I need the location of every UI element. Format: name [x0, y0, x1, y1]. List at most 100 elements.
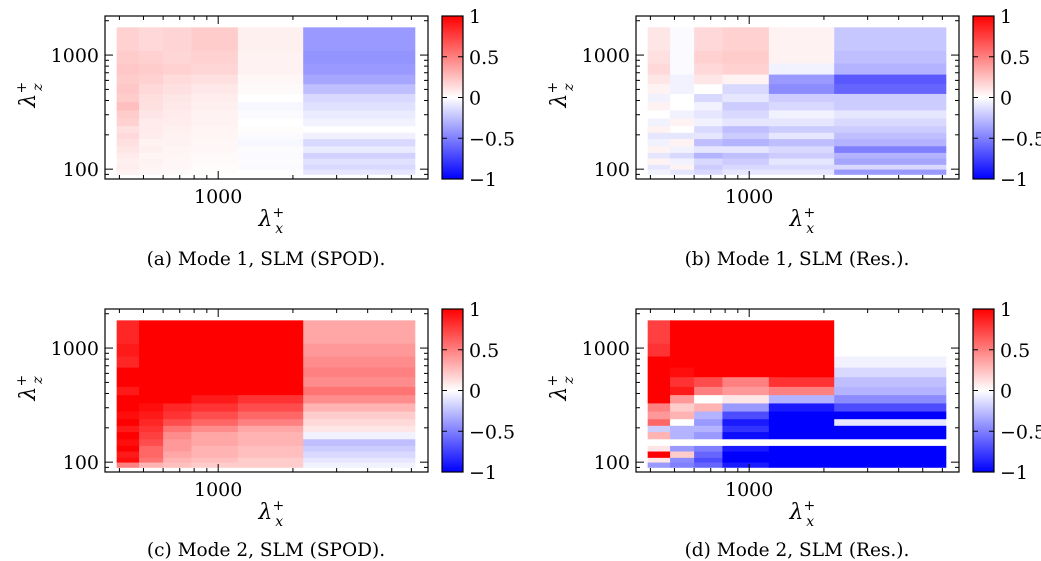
x-axis-label-sub: x	[275, 514, 283, 530]
x-axis-label-sup: +	[803, 205, 815, 221]
heatmap-cell	[722, 431, 770, 440]
heatmap-cell	[303, 376, 416, 387]
heatmap-cell	[647, 93, 671, 103]
heatmap-cell	[139, 158, 164, 165]
heatmap-cell	[303, 431, 416, 440]
heatmap-cell	[191, 118, 239, 127]
heatmap-cell	[694, 418, 723, 426]
heatmap-cell	[191, 418, 239, 426]
x-axis-label-sub: x	[806, 221, 814, 237]
heatmap-cell	[139, 138, 164, 147]
heatmap-cell	[834, 343, 947, 357]
colorbar-tick-label: −0.5	[1000, 421, 1041, 443]
heatmap-cell	[237, 27, 304, 51]
heatmap-cell	[768, 462, 835, 468]
heatmap-cell	[722, 367, 770, 378]
heatmap-cell	[768, 425, 835, 433]
heatmap-cell	[647, 356, 671, 368]
heatmap-cell	[768, 152, 835, 159]
heatmap-cell	[237, 403, 304, 412]
heatmap-cell	[116, 320, 140, 344]
heatmap-cell	[139, 101, 164, 111]
heatmap-cell	[303, 418, 416, 426]
heatmap-cell	[670, 118, 695, 127]
colorbar-tick-label: 0	[1000, 88, 1012, 110]
heatmap-cell	[768, 418, 835, 426]
heatmap-cell	[237, 93, 304, 103]
heatmap-cell	[116, 451, 140, 458]
heatmap-cell	[191, 394, 239, 404]
y-axis-label: λ+z	[545, 375, 577, 402]
heatmap-cell	[670, 411, 695, 420]
heatmap-cell	[116, 158, 140, 165]
heatmap-cell	[768, 394, 835, 404]
heatmap-cell	[116, 403, 140, 412]
heatmap-cell	[722, 343, 770, 357]
heatmap-cell	[694, 27, 723, 51]
heatmap-cell	[303, 145, 416, 153]
heatmap-cell	[237, 138, 304, 147]
heatmap-cell	[139, 110, 164, 119]
heatmap-cell	[670, 376, 695, 387]
colorbar-tick-label: −0.5	[469, 128, 515, 150]
heatmap-cell	[116, 152, 140, 159]
heatmap-cell	[237, 50, 304, 64]
colorbar-tick-label: 1	[469, 299, 481, 321]
heatmap-cell	[647, 451, 671, 458]
heatmap-cell	[191, 367, 239, 378]
heatmap-cell	[670, 138, 695, 147]
heatmap-cell	[834, 356, 947, 368]
heatmap-cell	[768, 27, 835, 51]
x-tick-label: 1000	[725, 186, 773, 208]
heatmap-cell	[670, 169, 695, 175]
plot-frame	[104, 308, 429, 473]
y-axis-label-base: λ	[16, 94, 41, 109]
plot-frame	[635, 308, 960, 473]
plot-frame	[104, 15, 429, 180]
heatmap-cell	[303, 169, 416, 175]
panel-caption: (c) Mode 2, SLM (SPOD).	[147, 540, 385, 561]
heatmap-cell	[303, 451, 416, 458]
heatmap-cell	[722, 445, 770, 452]
heatmap-cell	[647, 394, 671, 404]
heatmap-cell	[722, 169, 770, 175]
colorbar-tick-label: −1	[469, 169, 497, 191]
heatmap-cell	[647, 445, 671, 452]
heatmap-cell	[834, 152, 947, 159]
heatmap-cell	[722, 451, 770, 458]
y-tick-label: 100	[63, 159, 99, 181]
heatmap-cell	[139, 125, 164, 133]
heatmap-cell	[834, 418, 947, 426]
heatmap-cell	[139, 164, 164, 170]
heatmap-cell	[191, 438, 239, 446]
heatmap-cell	[116, 367, 140, 378]
heatmap-cell	[647, 27, 671, 51]
heatmap-cell	[670, 462, 695, 468]
y-axis-label-sub: z	[561, 376, 577, 385]
heatmap-cell	[670, 451, 695, 458]
heatmap-cell	[670, 320, 695, 344]
heatmap-cell	[670, 101, 695, 111]
y-axis-label: λ+z	[14, 375, 46, 402]
heatmap-cell	[237, 118, 304, 127]
heatmap-cell	[834, 158, 947, 165]
heatmap-cell	[694, 320, 723, 344]
heatmap-cell	[303, 462, 416, 468]
heatmap-cell	[694, 431, 723, 440]
heatmap-cell	[768, 411, 835, 420]
heatmap-cell	[191, 376, 239, 387]
heatmap-cell	[139, 457, 164, 463]
heatmap-cell	[647, 50, 671, 64]
heatmap-cell	[768, 83, 835, 94]
heatmap-cell	[237, 164, 304, 170]
heatmap-cell	[834, 74, 947, 85]
colorbar-tick-label: 1	[1000, 6, 1012, 28]
heatmap-cell	[834, 50, 947, 64]
heatmap-cell	[163, 411, 192, 420]
heatmap-cell	[694, 451, 723, 458]
heatmap-cell	[116, 93, 140, 103]
heatmap-cell	[670, 394, 695, 404]
heatmap-cell	[237, 152, 304, 159]
